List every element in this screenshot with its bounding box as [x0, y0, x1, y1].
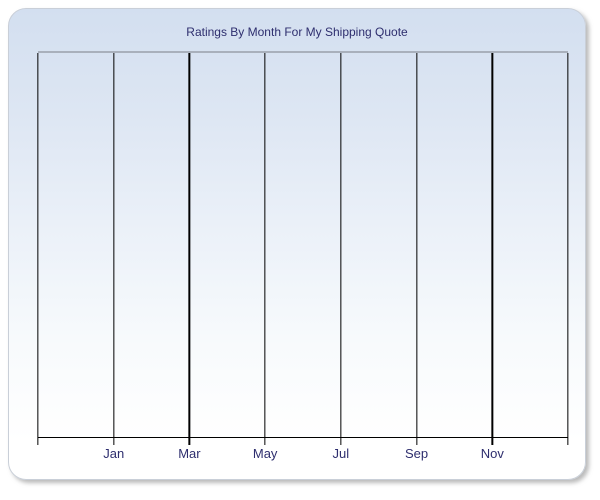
x-tick-label: Jan [103, 446, 125, 461]
x-tick-label: Sep [404, 446, 429, 461]
chart-title: Ratings By Month For My Shipping Quote [186, 25, 408, 39]
x-tick-label: Jul [332, 446, 350, 461]
gridline [491, 53, 493, 445]
gridline [567, 53, 569, 445]
x-tick-label: May [252, 446, 278, 461]
x-tick-label: Nov [480, 446, 504, 461]
plot-area: Jan Mar May Jul Sep Nov [37, 51, 569, 461]
gridline [264, 53, 266, 445]
chart-panel: Ratings By Month For My Shipping Quote J… [8, 8, 586, 480]
gridline [37, 53, 39, 445]
x-tick-label: Mar [178, 446, 201, 461]
gridline [415, 53, 418, 445]
gridline [340, 53, 342, 445]
gridline [113, 53, 115, 445]
gridline [188, 53, 191, 445]
